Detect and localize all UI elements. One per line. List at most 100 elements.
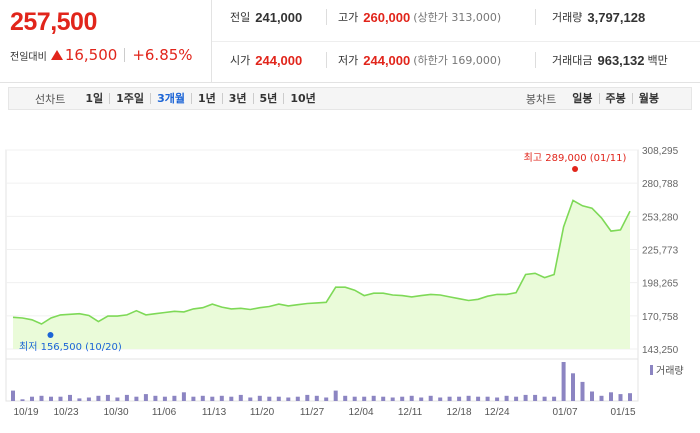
volume-bar: [400, 396, 405, 401]
info-divider: [326, 9, 327, 25]
volume-bar: [618, 394, 623, 401]
candle-weekly-button[interactable]: 주봉: [598, 93, 632, 104]
date-tick-label: 10/30: [103, 407, 128, 418]
date-tick-label: 11/06: [152, 407, 177, 418]
date-tick-label: 12/04: [348, 407, 373, 418]
volume-bar: [352, 396, 357, 401]
period-5y-button[interactable]: 5년: [252, 93, 284, 104]
volume-bar: [428, 395, 433, 401]
date-tick-label: 11/13: [202, 407, 227, 418]
candle-daily-button[interactable]: 일봉: [572, 92, 593, 105]
price-tick-label: 280,788: [642, 179, 679, 190]
chart-toolbar: 선차트 1일 1주일 3개월 1년 3년 5년 10년 봉차트 일봉 주봉 월봉: [8, 87, 692, 110]
volume-bar: [68, 394, 72, 401]
info-row-divider: [212, 41, 700, 42]
date-tick-label: 01/15: [610, 407, 635, 418]
period-1w-button[interactable]: 1주일: [109, 93, 150, 104]
volume-bar: [267, 396, 272, 401]
current-price: 257,500: [10, 8, 97, 36]
price-area: [13, 200, 630, 349]
volume-bar: [343, 395, 348, 401]
upper-limit: (상한가 313,000): [413, 11, 502, 24]
volume-bar: [200, 395, 205, 401]
candle-chart-label: 봉차트: [525, 92, 557, 106]
max-price-label: 최고 289,000 (01/11): [524, 152, 627, 164]
volume-bar: [181, 392, 186, 401]
volume-bar: [485, 396, 490, 401]
volume-bar: [542, 396, 547, 401]
candle-chart-group: 봉차트 일봉 주봉 월봉: [526, 91, 665, 107]
volume-bar: [238, 394, 243, 401]
change-amount: 16,500: [64, 46, 118, 64]
volume-bar: [172, 395, 177, 401]
price-summary: 257,500 전일대비 16,500 +6.85%: [0, 0, 212, 82]
price-tick-label: 253,280: [642, 212, 679, 223]
volume-bar: [552, 396, 557, 401]
quote-header: 257,500 전일대비 16,500 +6.85% 전일 241,000 고가…: [0, 0, 700, 83]
open-value: 244,000: [255, 52, 303, 68]
period-10y-button[interactable]: 10년: [283, 93, 321, 104]
volume-bar: [115, 397, 120, 401]
info-divider: [535, 9, 536, 25]
high-value: 260,000: [363, 9, 411, 25]
volume-bar: [371, 395, 376, 401]
volume-bar: [504, 395, 509, 401]
volume-legend-label: 거래량: [656, 365, 684, 377]
open-label: 시가: [230, 54, 251, 67]
low-value: 244,000: [363, 52, 411, 68]
price-tick-label: 308,295: [642, 146, 679, 157]
candle-monthly-button[interactable]: 월봉: [631, 93, 665, 104]
volume-bar: [390, 397, 395, 401]
date-tick-label: 01/07: [552, 407, 577, 418]
plot-frame: [5, 149, 639, 402]
volume-bar: [609, 392, 613, 401]
change-row: 전일대비 16,500 +6.85%: [10, 46, 193, 64]
volume-bar: [153, 395, 158, 401]
volume-bar: [628, 393, 632, 401]
date-tick-label: 10/23: [53, 407, 78, 418]
low-cell: 저가 244,000 (하한가 169,000): [338, 51, 501, 69]
volume-bar: [30, 396, 34, 401]
volume-bar: [438, 397, 443, 401]
volume-bar: [419, 397, 424, 401]
amount-label: 거래대금: [552, 54, 593, 67]
info-divider: [535, 52, 536, 68]
period-1y-button[interactable]: 1년: [190, 93, 222, 104]
price-line: [12, 199, 631, 325]
volume-bar: [49, 396, 53, 401]
volume-bar: [409, 395, 414, 401]
volume-bar: [134, 396, 139, 401]
volume-bar: [219, 395, 224, 401]
period-3y-button[interactable]: 3년: [221, 93, 253, 104]
period-1d-button[interactable]: 1일: [85, 92, 104, 105]
volume-bar: [590, 391, 594, 401]
volume-bar: [105, 394, 110, 401]
volume-bar: [162, 396, 167, 401]
min-price-label: 최저 156,500 (10/20): [19, 341, 122, 353]
volume-bar: [523, 394, 528, 401]
volume-bar: [381, 396, 386, 401]
low-label: 저가: [338, 54, 359, 67]
line-chart-label: 선차트: [35, 92, 66, 106]
up-triangle-icon: [50, 50, 63, 60]
period-3m-button[interactable]: 3개월: [150, 93, 191, 104]
volume-bar: [362, 396, 367, 401]
change-divider: [124, 48, 126, 62]
volume-bar: [286, 397, 291, 401]
volume-bar: [533, 394, 538, 401]
volume-bar: [447, 396, 452, 401]
open-cell: 시가 244,000: [230, 51, 302, 69]
quote-info-grid: 전일 241,000 고가 260,000 (상한가 313,000) 거래량 …: [212, 0, 700, 82]
date-tick-label: 11/27: [300, 407, 325, 418]
volume-bar: [276, 396, 281, 401]
volume-bar: [86, 397, 91, 401]
price-tick-label: 225,773: [642, 246, 679, 257]
volume-bar: [495, 397, 500, 401]
info-divider: [326, 52, 327, 68]
prev-close-label: 전일: [230, 11, 251, 24]
volume-legend-swatch: [650, 365, 653, 375]
volume-bar: [58, 396, 63, 401]
volume-bar: [295, 396, 300, 401]
amount-value: 963,132: [597, 52, 645, 68]
